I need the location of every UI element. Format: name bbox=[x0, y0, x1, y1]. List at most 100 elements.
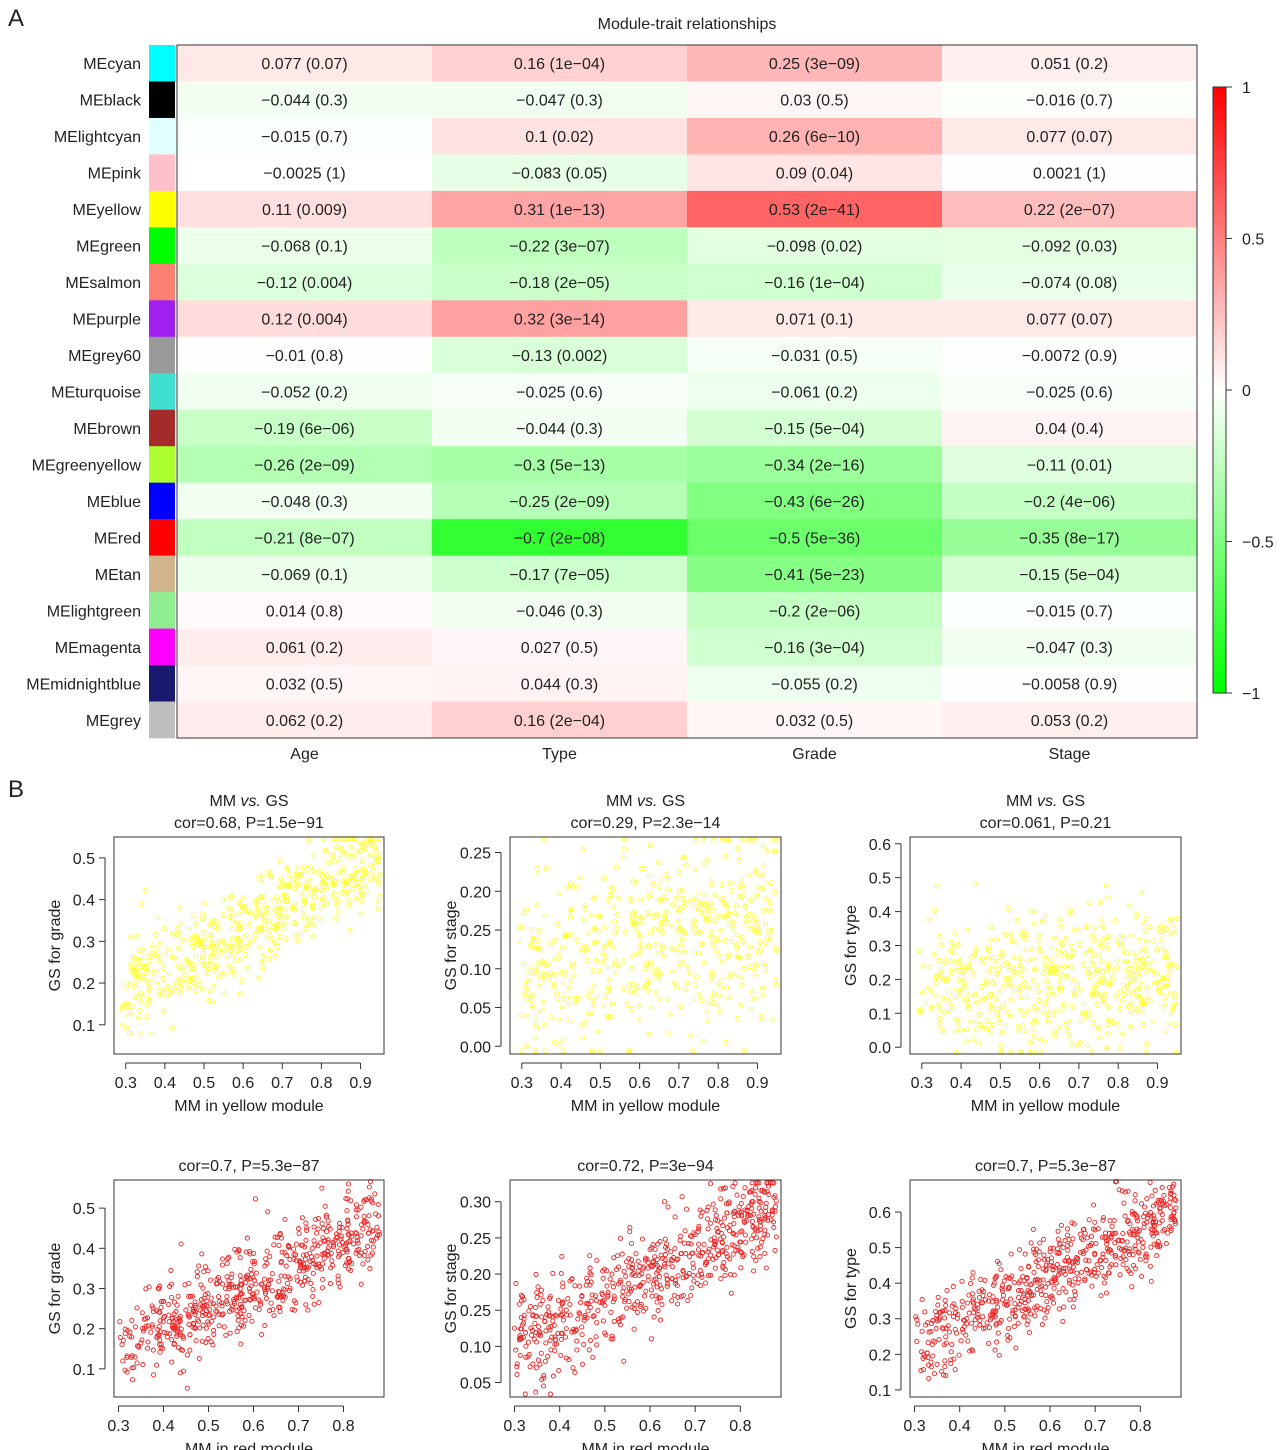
scatter-point bbox=[300, 1252, 307, 1258]
scatter-point bbox=[1105, 1022, 1111, 1028]
scatter-point bbox=[169, 1323, 175, 1329]
scatter-point bbox=[554, 996, 560, 1002]
scatter-point bbox=[608, 942, 614, 948]
scatter-point bbox=[247, 1276, 253, 1282]
scatter-point bbox=[141, 977, 148, 983]
scatter-point bbox=[690, 1260, 696, 1266]
scatter-point bbox=[346, 898, 352, 904]
x-tick-label: 0.3 bbox=[903, 1418, 925, 1435]
scatter-point bbox=[1007, 983, 1013, 989]
scatter-point bbox=[751, 928, 758, 934]
scatter-point bbox=[591, 926, 597, 932]
scatter-point bbox=[762, 1250, 768, 1257]
scatter-point bbox=[1037, 948, 1043, 954]
scatter-point bbox=[738, 1212, 745, 1218]
scatter-point bbox=[317, 1240, 323, 1246]
scatter-point bbox=[1107, 1264, 1113, 1270]
scatter-point bbox=[1127, 981, 1133, 987]
heatmap-cell-label: −0.0025 (1) bbox=[263, 166, 345, 183]
scatter-point bbox=[578, 1022, 584, 1028]
scatter-point bbox=[594, 958, 600, 964]
scatter-point bbox=[365, 1243, 371, 1249]
scatter-point bbox=[244, 1274, 250, 1281]
scatter-point bbox=[763, 1200, 769, 1206]
x-tick-label: 0.8 bbox=[729, 1418, 751, 1435]
scatter-point bbox=[767, 900, 773, 906]
scatter-point bbox=[983, 978, 989, 984]
scatter-point bbox=[1120, 1230, 1126, 1237]
scatter-point bbox=[209, 951, 216, 957]
scatter-point bbox=[266, 928, 273, 934]
x-tick-label: 0.6 bbox=[1039, 1418, 1061, 1435]
scatter-point bbox=[556, 1367, 562, 1374]
scatter-point bbox=[276, 934, 282, 940]
scatter-point bbox=[611, 1318, 617, 1324]
heatmap-cell bbox=[687, 190, 943, 228]
scatter-point bbox=[989, 1022, 995, 1028]
scatter-point bbox=[1053, 1008, 1059, 1014]
scatter-point bbox=[1157, 1243, 1163, 1249]
scatter-point bbox=[157, 1318, 163, 1324]
scatter-point bbox=[281, 921, 287, 927]
scatter-point bbox=[661, 1199, 668, 1205]
scatter-point bbox=[935, 1294, 941, 1300]
scatter-point bbox=[991, 1282, 997, 1288]
scatter-point bbox=[639, 915, 645, 921]
x-axis-label: MM in yellow module bbox=[174, 1098, 323, 1115]
scatter-point bbox=[678, 1251, 684, 1257]
scatter-point bbox=[720, 1263, 726, 1269]
scatter-point bbox=[702, 861, 708, 867]
scatter-point bbox=[533, 945, 540, 951]
scatter-point bbox=[588, 988, 594, 994]
scatter-point bbox=[299, 1215, 305, 1221]
scatter-title-gs: GS bbox=[261, 793, 289, 810]
scatter-point bbox=[1018, 994, 1024, 1000]
scatter-point bbox=[757, 939, 763, 945]
scatter-point bbox=[999, 1004, 1005, 1010]
scatter-point bbox=[1031, 1249, 1037, 1256]
module-color-swatch bbox=[149, 117, 175, 155]
scatter-point bbox=[538, 1287, 544, 1293]
scatter-point bbox=[310, 933, 316, 939]
scatter-point bbox=[361, 1213, 367, 1219]
scatter-point bbox=[918, 1367, 924, 1374]
scatter-point bbox=[212, 924, 218, 930]
scatter-point bbox=[310, 1270, 316, 1276]
scatter-point bbox=[1143, 928, 1149, 934]
scatter-point bbox=[192, 1299, 198, 1305]
scatter-point bbox=[150, 969, 156, 975]
scatter-point bbox=[926, 1375, 932, 1381]
scatter-point bbox=[278, 1235, 285, 1241]
scatter-point bbox=[211, 983, 217, 989]
heatmap-cell bbox=[177, 117, 433, 155]
scatter-point bbox=[564, 884, 570, 891]
scatter-point bbox=[1150, 1203, 1156, 1209]
scatter-point bbox=[216, 974, 222, 980]
scatter-point bbox=[753, 867, 759, 873]
scatter-point bbox=[310, 868, 316, 874]
scatter-point bbox=[931, 951, 937, 957]
scatter-point bbox=[1148, 1244, 1154, 1250]
scatter-point bbox=[622, 1296, 628, 1302]
scatter-point bbox=[628, 1286, 634, 1292]
scatter-point bbox=[948, 1349, 954, 1355]
scatter-point bbox=[977, 1317, 983, 1323]
scatter-point bbox=[252, 1259, 258, 1265]
scatter-point bbox=[646, 913, 652, 919]
scatter-point bbox=[656, 884, 662, 890]
scatter-point bbox=[948, 970, 954, 976]
scatter-point bbox=[1122, 1189, 1128, 1195]
scatter-point bbox=[629, 1265, 635, 1271]
scatter-point bbox=[586, 1347, 592, 1353]
scatter-point bbox=[361, 1218, 367, 1224]
scatter-point bbox=[335, 1273, 341, 1279]
scatter-point bbox=[997, 989, 1003, 995]
scatter-point bbox=[1086, 900, 1092, 906]
scatter-point bbox=[612, 931, 618, 937]
scatter-point bbox=[322, 880, 328, 886]
scatter-point bbox=[636, 921, 642, 927]
scatter-point bbox=[1067, 1032, 1073, 1038]
scatter-point bbox=[1121, 948, 1127, 954]
scatter-point bbox=[318, 868, 324, 874]
scatter-point bbox=[652, 1247, 658, 1253]
